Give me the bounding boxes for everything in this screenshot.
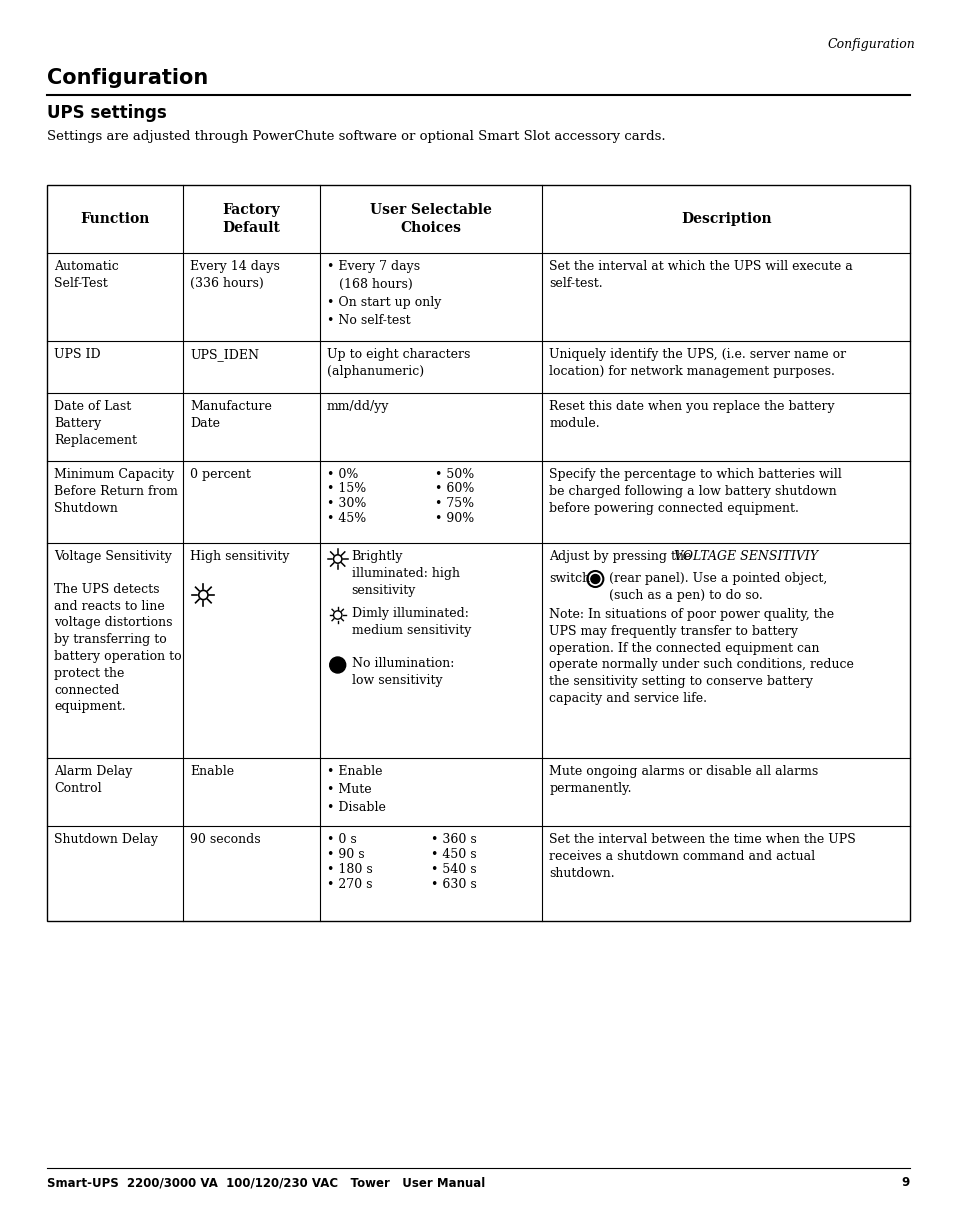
Text: The UPS detects
and reacts to line
voltage distortions
by transferring to
batter: The UPS detects and reacts to line volta… [54,566,181,713]
Text: Minimum Capacity
Before Return from
Shutdown: Minimum Capacity Before Return from Shut… [54,467,177,515]
Text: Note: In situations of poor power quality, the
UPS may frequently transfer to ba: Note: In situations of poor power qualit… [549,609,853,706]
Bar [47,185,909,921]
Text: • 180 s: • 180 s [326,863,372,876]
Text: 0 percent: 0 percent [191,467,251,481]
Text: UPS_IDEN: UPS_IDEN [191,348,259,361]
Circle shape [330,656,345,672]
Text: High sensitivity: High sensitivity [191,550,290,563]
Text: • 90 s: • 90 s [326,848,364,861]
Text: • 360 s: • 360 s [431,833,476,845]
Text: UPS ID: UPS ID [54,348,100,361]
Text: Settings are adjusted through PowerChute software or optional Smart Slot accesso: Settings are adjusted through PowerChute… [47,130,665,144]
Text: • 540 s: • 540 s [431,863,476,876]
Text: Every 14 days
(336 hours): Every 14 days (336 hours) [191,260,280,290]
Text: mm/dd/yy: mm/dd/yy [326,400,389,413]
Text: • 630 s: • 630 s [431,879,476,891]
Text: Alarm Delay
Control: Alarm Delay Control [54,764,132,795]
Text: Uniquely identify the UPS, (i.e. server name or
location) for network management: Uniquely identify the UPS, (i.e. server … [549,348,845,378]
Text: Date of Last
Battery
Replacement: Date of Last Battery Replacement [54,400,137,447]
Text: Up to eight characters
(alphanumeric): Up to eight characters (alphanumeric) [326,348,470,378]
Text: • 50%: • 50% [435,467,475,481]
Text: No illumination:
low sensitivity: No illumination: low sensitivity [352,656,454,687]
Text: Description: Description [680,212,771,226]
Text: • 0 s: • 0 s [326,833,356,845]
Text: Voltage Sensitivity: Voltage Sensitivity [54,550,172,563]
Text: Mute ongoing alarms or disable all alarms
permanently.: Mute ongoing alarms or disable all alarm… [549,764,818,795]
Circle shape [590,574,599,584]
Text: • Every 7 days
   (168 hours)
• On start up only
• No self-test: • Every 7 days (168 hours) • On start up… [326,260,440,328]
Text: • 270 s: • 270 s [326,879,372,891]
Text: Factory
Default: Factory Default [222,204,280,234]
Text: Brightly
illuminated: high
sensitivity: Brightly illuminated: high sensitivity [352,550,459,596]
Text: Specify the percentage to which batteries will
be charged following a low batter: Specify the percentage to which batterie… [549,467,841,515]
Text: (rear panel). Use a pointed object,
(such as a pen) to do so.: (rear panel). Use a pointed object, (suc… [609,572,827,601]
Text: Smart-UPS  2200/3000 VA  100/120/230 VAC   Tower   User Manual: Smart-UPS 2200/3000 VA 100/120/230 VAC T… [47,1175,485,1189]
Text: • 75%: • 75% [435,497,474,510]
Text: Manufacture
Date: Manufacture Date [191,400,272,429]
Text: • 0%: • 0% [326,467,357,481]
Text: Shutdown Delay: Shutdown Delay [54,833,158,845]
Text: • 90%: • 90% [435,512,475,524]
Text: Reset this date when you replace the battery
module.: Reset this date when you replace the bat… [549,400,834,429]
Text: VOLTAGE SENSITIVIY: VOLTAGE SENSITIVIY [674,550,818,563]
Text: • 60%: • 60% [435,482,475,496]
Text: User Selectable
Choices: User Selectable Choices [370,204,492,234]
Text: switch: switch [549,572,590,585]
Text: Automatic
Self-Test: Automatic Self-Test [54,260,118,290]
Text: • 15%: • 15% [326,482,366,496]
Text: Set the interval between the time when the UPS
receives a shutdown command and a: Set the interval between the time when t… [549,833,855,880]
Text: • Enable
• Mute
• Disable: • Enable • Mute • Disable [326,764,385,814]
Text: • 45%: • 45% [326,512,366,524]
Text: Set the interval at which the UPS will execute a
self-test.: Set the interval at which the UPS will e… [549,260,852,290]
Text: Configuration: Configuration [47,67,208,88]
Text: • 450 s: • 450 s [431,848,476,861]
Text: Function: Function [80,212,150,226]
Text: Adjust by pressing the: Adjust by pressing the [549,550,695,563]
Text: UPS settings: UPS settings [47,104,167,121]
Text: Configuration: Configuration [826,38,914,52]
Text: • 30%: • 30% [326,497,366,510]
Text: Enable: Enable [191,764,234,778]
Text: Dimly illuminated:
medium sensitivity: Dimly illuminated: medium sensitivity [352,607,471,637]
Text: 9: 9 [901,1175,909,1189]
Text: 90 seconds: 90 seconds [191,833,261,845]
